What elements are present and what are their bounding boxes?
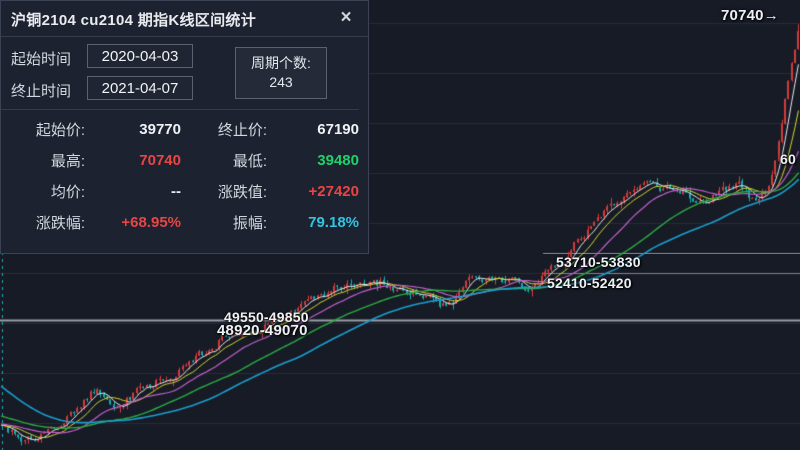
price-zone-label: 53710-53830 xyxy=(556,254,641,270)
stat-label: 振幅: xyxy=(232,215,267,232)
dialog-title: 沪铜2104 cu2104 期指K线区间统计 xyxy=(11,12,257,29)
close-icon[interactable]: × xyxy=(340,7,352,28)
stats-grid: 起始价: 39770 终止价: 67190 最高: 70740 最低: 3948… xyxy=(1,109,359,238)
start-time-label: 起始时间 xyxy=(11,51,72,68)
stat-value: 79.18% xyxy=(308,214,359,231)
stat-value: -- xyxy=(171,183,181,200)
dialog-titlebar[interactable]: 沪铜2104 cu2104 期指K线区间统计 × xyxy=(1,1,368,37)
stat-label: 起始价: xyxy=(35,122,85,139)
stat-label: 最高: xyxy=(50,153,85,170)
stat-value: 67190 xyxy=(317,121,359,138)
stat-label: 终止价: xyxy=(217,122,267,139)
period-count-box: 周期个数: 243 xyxy=(235,47,327,99)
stat-label: 均价: xyxy=(50,184,85,201)
price-zone-label: 48920-49070 xyxy=(217,322,308,339)
start-time-input[interactable] xyxy=(87,44,193,68)
stat-value: 70740 xyxy=(139,152,181,169)
stat-label: 涨跌幅: xyxy=(35,215,85,232)
stat-value: 39770 xyxy=(139,121,181,138)
high-price-marker: 70740→ xyxy=(721,7,779,24)
partial-price-label: 60 xyxy=(780,151,796,167)
end-time-input[interactable] xyxy=(87,76,193,100)
period-count-label: 周期个数: xyxy=(251,55,311,71)
stat-value: 39480 xyxy=(317,152,359,169)
end-time-label: 终止时间 xyxy=(11,83,72,100)
kline-stats-dialog: 沪铜2104 cu2104 期指K线区间统计 × 起始时间 终止时间 周期个数:… xyxy=(0,0,369,254)
period-count-value: 243 xyxy=(269,74,293,90)
price-zone-label: 49550-49850 xyxy=(224,309,309,325)
stat-value: +27420 xyxy=(308,183,359,200)
stat-label: 最低: xyxy=(232,153,267,170)
stat-value: +68.95% xyxy=(121,214,181,231)
price-zone-label: 52410-52420 xyxy=(547,275,632,291)
stat-label: 涨跌值: xyxy=(217,184,267,201)
